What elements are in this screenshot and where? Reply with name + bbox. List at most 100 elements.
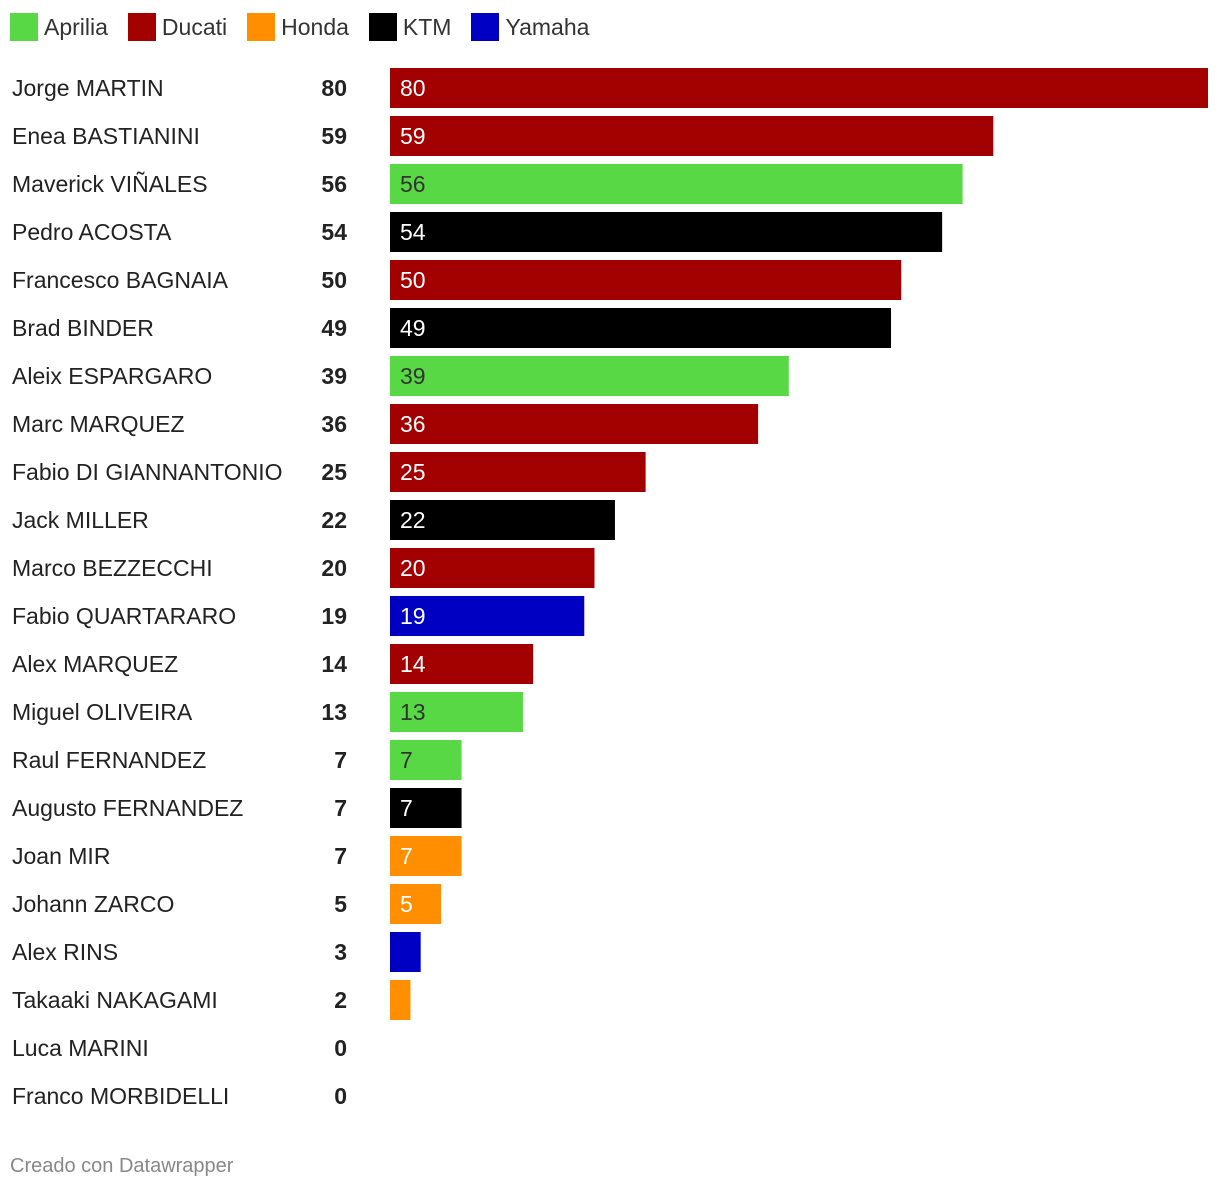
bar-value-label: 54 (400, 219, 426, 245)
legend-swatch-ktm (368, 13, 397, 41)
legend-swatch-ducati (127, 13, 156, 41)
points-value-label: 19 (321, 603, 347, 629)
legend-item-aprilia: Aprilia (10, 13, 108, 41)
rider-name-label: Raul FERNANDEZ (12, 747, 206, 773)
rider-name-label: Aleix ESPARGARO (12, 363, 212, 389)
bar (390, 644, 534, 684)
bar-value-label: 19 (400, 603, 426, 629)
bar (390, 356, 789, 396)
bar (390, 788, 462, 828)
rider-name-label: Franco MORBIDELLI (12, 1083, 229, 1109)
legend-label-yamaha: Yamaha (505, 13, 590, 40)
bar (390, 212, 943, 252)
bar-value-label: 59 (400, 123, 426, 149)
bar-value-label: 36 (400, 411, 426, 437)
rider-name-label: Fabio QUARTARARO (12, 603, 236, 629)
legend-item-yamaha: Yamaha (471, 13, 589, 41)
points-value-label: 3 (334, 939, 347, 965)
footer-credit: Creado con Datawrapper (10, 1155, 234, 1177)
legend-label-aprilia: Aprilia (44, 13, 108, 40)
legend-swatch-aprilia (10, 13, 38, 41)
bar-value-label: 20 (400, 555, 426, 581)
points-value-label: 22 (321, 507, 347, 533)
legend-item-ktm: KTM (368, 13, 452, 41)
points-value-label: 14 (321, 651, 347, 677)
rider-name-label: Takaaki NAKAGAMI (12, 987, 218, 1013)
bar (390, 836, 462, 876)
points-value-label: 80 (321, 75, 347, 101)
rider-name-label: Jorge MARTIN (12, 75, 164, 101)
points-value-label: 39 (321, 363, 347, 389)
bar (390, 692, 523, 732)
legend-swatch-yamaha (471, 13, 500, 41)
bar (390, 548, 595, 588)
bar (390, 116, 994, 156)
bar (390, 884, 442, 924)
legend-item-honda: Honda (247, 13, 349, 41)
points-value-label: 5 (334, 891, 347, 917)
bar (390, 596, 585, 636)
rider-name-label: Jack MILLER (12, 507, 149, 533)
rider-name-label: Francesco BAGNAIA (12, 267, 229, 293)
points-value-label: 20 (321, 555, 347, 581)
points-value-label: 36 (321, 411, 347, 437)
bar-value-label: 13 (400, 699, 426, 725)
points-value-label: 0 (334, 1083, 347, 1109)
points-value-label: 50 (321, 267, 347, 293)
rider-name-label: Maverick VIÑALES (12, 171, 208, 197)
bar-value-label: 49 (400, 315, 426, 341)
bar-value-label: 7 (400, 747, 413, 773)
points-value-label: 49 (321, 315, 347, 341)
bar (390, 500, 615, 540)
bar-value-label: 80 (400, 75, 426, 101)
rider-name-label: Miguel OLIVEIRA (12, 699, 193, 725)
rider-name-label: Marc MARQUEZ (12, 411, 185, 437)
rider-name-label: Johann ZARCO (12, 891, 174, 917)
rider-name-label: Alex RINS (12, 939, 118, 965)
legend-label-honda: Honda (281, 13, 349, 40)
bar (390, 452, 646, 492)
bar-value-label: 39 (400, 363, 426, 389)
points-value-label: 13 (321, 699, 347, 725)
rider-name-label: Pedro ACOSTA (12, 219, 172, 245)
legend-label-ktm: KTM (402, 13, 452, 40)
bar-value-label: 7 (400, 843, 413, 869)
points-value-label: 7 (334, 795, 347, 821)
rider-name-label: Brad BINDER (12, 315, 154, 341)
bar (390, 404, 759, 444)
points-value-label: 2 (334, 987, 347, 1013)
points-value-label: 54 (321, 219, 347, 245)
bar (390, 68, 1208, 108)
bar-value-label: 50 (400, 267, 426, 293)
bar (390, 932, 421, 972)
legend-swatch-honda (247, 13, 276, 41)
rider-name-label: Luca MARINI (12, 1035, 149, 1061)
legend-label-ducati: Ducati (161, 13, 228, 40)
rider-name-label: Enea BASTIANINI (12, 123, 200, 149)
bar-value-label: 25 (400, 459, 426, 485)
rider-name-label: Marco BEZZECCHI (12, 555, 213, 581)
bar-value-label: 7 (400, 795, 413, 821)
rider-name-label: Augusto FERNANDEZ (12, 795, 243, 821)
points-value-label: 56 (321, 171, 347, 197)
points-value-label: 7 (334, 747, 347, 773)
points-value-label: 0 (334, 1035, 347, 1061)
bar-chart: Jorge MARTIN 80 80 Enea BASTIANINI 59 59 Maver… (12, 68, 1208, 1109)
rider-name-label: Alex MARQUEZ (12, 651, 178, 677)
points-value-label: 7 (334, 843, 347, 869)
bar (390, 164, 963, 204)
bar-value-label: 56 (400, 171, 426, 197)
bar (390, 308, 892, 348)
bar-value-label: 5 (400, 891, 413, 917)
bar (390, 740, 462, 780)
rider-name-label: Fabio DI GIANNANTONIO (12, 459, 283, 485)
points-value-label: 59 (321, 123, 347, 149)
bar (390, 260, 902, 300)
points-value-label: 25 (321, 459, 347, 485)
bar-value-label: 14 (400, 651, 426, 677)
rider-name-label: Joan MIR (12, 843, 110, 869)
legend-item-ducati: Ducati (127, 13, 228, 41)
chart-legend: Aprilia Ducati Honda KTM Yamaha (10, 10, 609, 44)
bar (390, 980, 411, 1020)
bar-value-label: 22 (400, 507, 426, 533)
